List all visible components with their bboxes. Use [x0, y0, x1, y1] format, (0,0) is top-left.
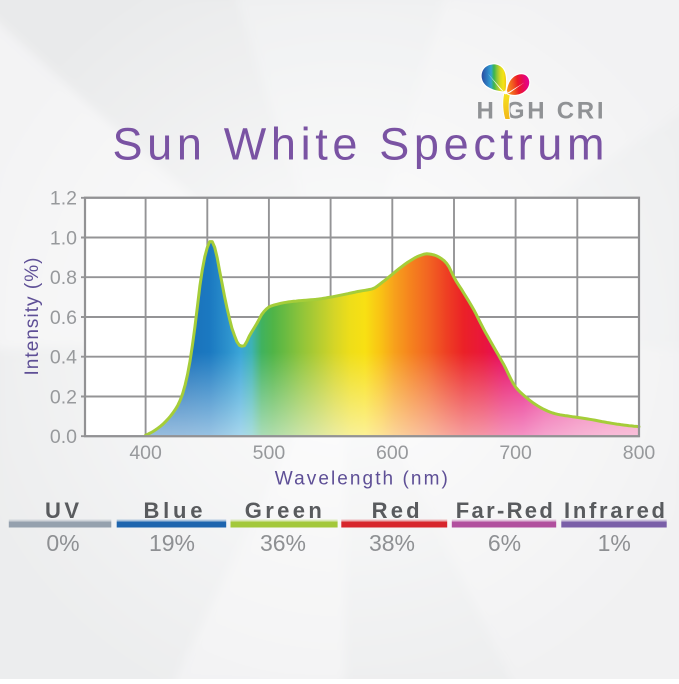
svg-text:600: 600	[376, 442, 409, 464]
svg-text:38%: 38%	[369, 530, 415, 556]
svg-text:Blue: Blue	[144, 498, 203, 523]
svg-text:Far-Red: Far-Red	[456, 498, 553, 523]
svg-text:Infrared: Infrared	[564, 498, 665, 523]
svg-text:0.4: 0.4	[50, 347, 77, 369]
svg-text:1.0: 1.0	[50, 227, 77, 249]
svg-text:800: 800	[623, 442, 656, 464]
svg-text:700: 700	[499, 442, 532, 464]
svg-text:0%: 0%	[46, 530, 79, 556]
svg-text:0.8: 0.8	[50, 267, 77, 289]
svg-text:36%: 36%	[260, 530, 306, 556]
svg-text:0.6: 0.6	[50, 307, 77, 329]
svg-text:19%: 19%	[149, 530, 195, 556]
svg-text:0.0: 0.0	[50, 426, 77, 448]
svg-text:6%: 6%	[488, 530, 521, 556]
svg-text:Green: Green	[245, 498, 322, 523]
svg-text:0.2: 0.2	[50, 386, 77, 408]
svg-text:1%: 1%	[598, 530, 631, 556]
svg-text:500: 500	[253, 442, 286, 464]
svg-text:400: 400	[129, 442, 162, 464]
svg-text:Intensity (%): Intensity (%)	[22, 258, 43, 376]
svg-text:1.2: 1.2	[50, 188, 77, 210]
svg-text:Red: Red	[372, 498, 420, 523]
